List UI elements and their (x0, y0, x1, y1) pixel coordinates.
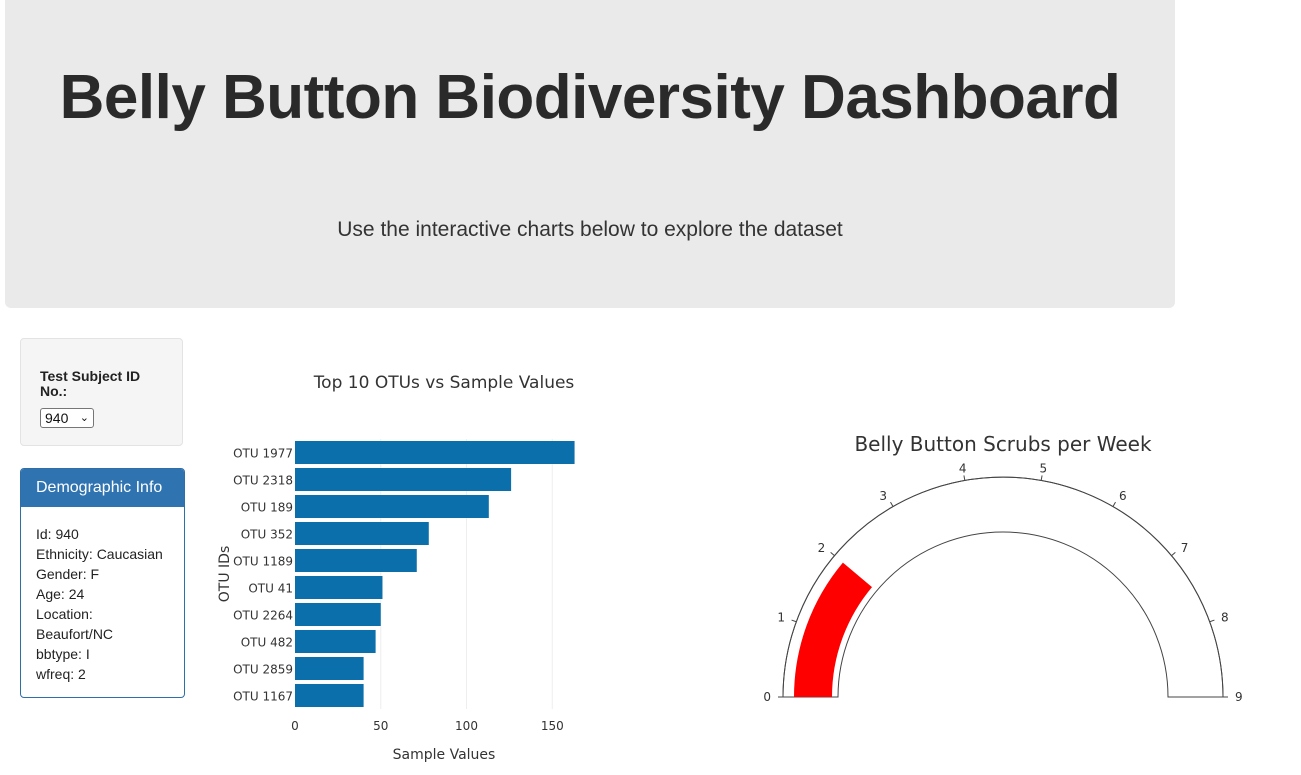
x-tick-label: 100 (455, 719, 478, 733)
y-tick-label: OTU 189 (241, 501, 293, 515)
x-tick-label: 0 (291, 719, 299, 733)
demo-line: Ethnicity: Caucasian (36, 546, 163, 562)
gauge-tick-label: 1 (777, 611, 785, 625)
y-tick-label: OTU 2318 (233, 474, 293, 488)
demo-line: Location: (36, 606, 93, 622)
bar[interactable] (295, 549, 417, 572)
gauge-tick (1209, 619, 1215, 623)
gauge-tick (1112, 501, 1116, 507)
demo-line: Gender: F (36, 566, 100, 582)
y-tick-label: OTU 1167 (233, 690, 293, 704)
page-subtitle: Use the interactive charts below to expl… (337, 218, 843, 241)
gauge-title: Belly Button Scrubs per Week (854, 432, 1152, 456)
y-tick-label: OTU 1189 (233, 555, 293, 569)
gauge-tick (791, 619, 797, 623)
y-tick-label: OTU 482 (241, 636, 293, 650)
top-otu-bar-chart[interactable]: Top 10 OTUs vs Sample Values OTU 1977 OTU… (200, 360, 620, 770)
chevron-down-icon: ⌄ (79, 412, 89, 424)
bar[interactable] (295, 441, 575, 464)
y-tick-label: OTU 352 (241, 528, 293, 542)
gauge-tick-label: 0 (763, 690, 771, 704)
subject-id-select[interactable]: 940 ⌄ (40, 408, 94, 428)
subject-id-label: Test Subject ID No.: (40, 368, 141, 399)
demo-line: Beaufort/NC (36, 626, 114, 642)
gauge-tick (890, 501, 894, 507)
gauge-tick (830, 551, 835, 556)
demo-line: wfreq: 2 (36, 666, 86, 682)
x-tick-label: 50 (373, 719, 388, 733)
gauge-tick-label: 6 (1119, 489, 1127, 503)
y-tick-label: OTU 41 (248, 582, 293, 596)
gauge-tick-label: 4 (959, 462, 967, 476)
demographic-info-heading: Demographic Info (21, 469, 184, 507)
scrubs-gauge-chart[interactable]: Belly Button Scrubs per Week 0 1 2 3 4 5 6 7 8 9 (740, 420, 1280, 720)
subject-id-value: 940 (45, 410, 69, 426)
bar-chart-title: Top 10 OTUs vs Sample Values (313, 373, 575, 393)
gauge-tick-label: 2 (818, 541, 826, 555)
bar[interactable] (295, 468, 512, 491)
bar[interactable] (295, 603, 381, 626)
bar[interactable] (295, 657, 364, 680)
y-tick-label: OTU 2264 (233, 609, 293, 623)
demographic-info-panel: Demographic Info Id: 940 Ethnicity: Cauc… (20, 468, 185, 698)
gauge-outer-arc (782, 476, 1224, 698)
page-title: Belly Button Biodiversity Dashboard (5, 64, 1175, 132)
gauge-tick-label: 7 (1181, 541, 1189, 555)
gauge-tick (1171, 551, 1176, 556)
gauge-tick-label: 3 (879, 489, 887, 503)
gauge-value-bar (794, 562, 873, 697)
subject-selector-panel: Test Subject ID No.: 940 ⌄ (20, 338, 183, 446)
y-tick-label: OTU 2859 (233, 663, 293, 677)
bar[interactable] (295, 522, 429, 545)
demo-line: Age: 24 (36, 586, 85, 602)
y-tick-label: OTU 1977 (233, 447, 293, 461)
bar[interactable] (295, 684, 364, 707)
bar[interactable] (295, 495, 489, 518)
gauge-tick (1040, 475, 1043, 481)
page-title-text: Belly Button Biodiversity Dashboard (59, 63, 1121, 132)
demo-line: Id: 940 (36, 526, 79, 542)
gauge-tick-label: 9 (1235, 690, 1243, 704)
demographic-info-body: Id: 940 Ethnicity: Caucasian Gender: F A… (21, 507, 184, 684)
bar-chart-xlabel: Sample Values (393, 747, 496, 763)
gauge-tick-label: 5 (1039, 462, 1047, 476)
header-jumbotron: Belly Button Biodiversity Dashboard Use … (5, 0, 1175, 308)
gauge-tick (963, 475, 966, 481)
demo-line: bbtype: I (36, 646, 90, 662)
x-tick-label: 150 (541, 719, 564, 733)
bar-chart-ylabel: OTU IDs (217, 546, 233, 602)
bar[interactable] (295, 630, 376, 653)
bar[interactable] (295, 576, 383, 599)
gauge-tick-label: 8 (1221, 611, 1229, 625)
